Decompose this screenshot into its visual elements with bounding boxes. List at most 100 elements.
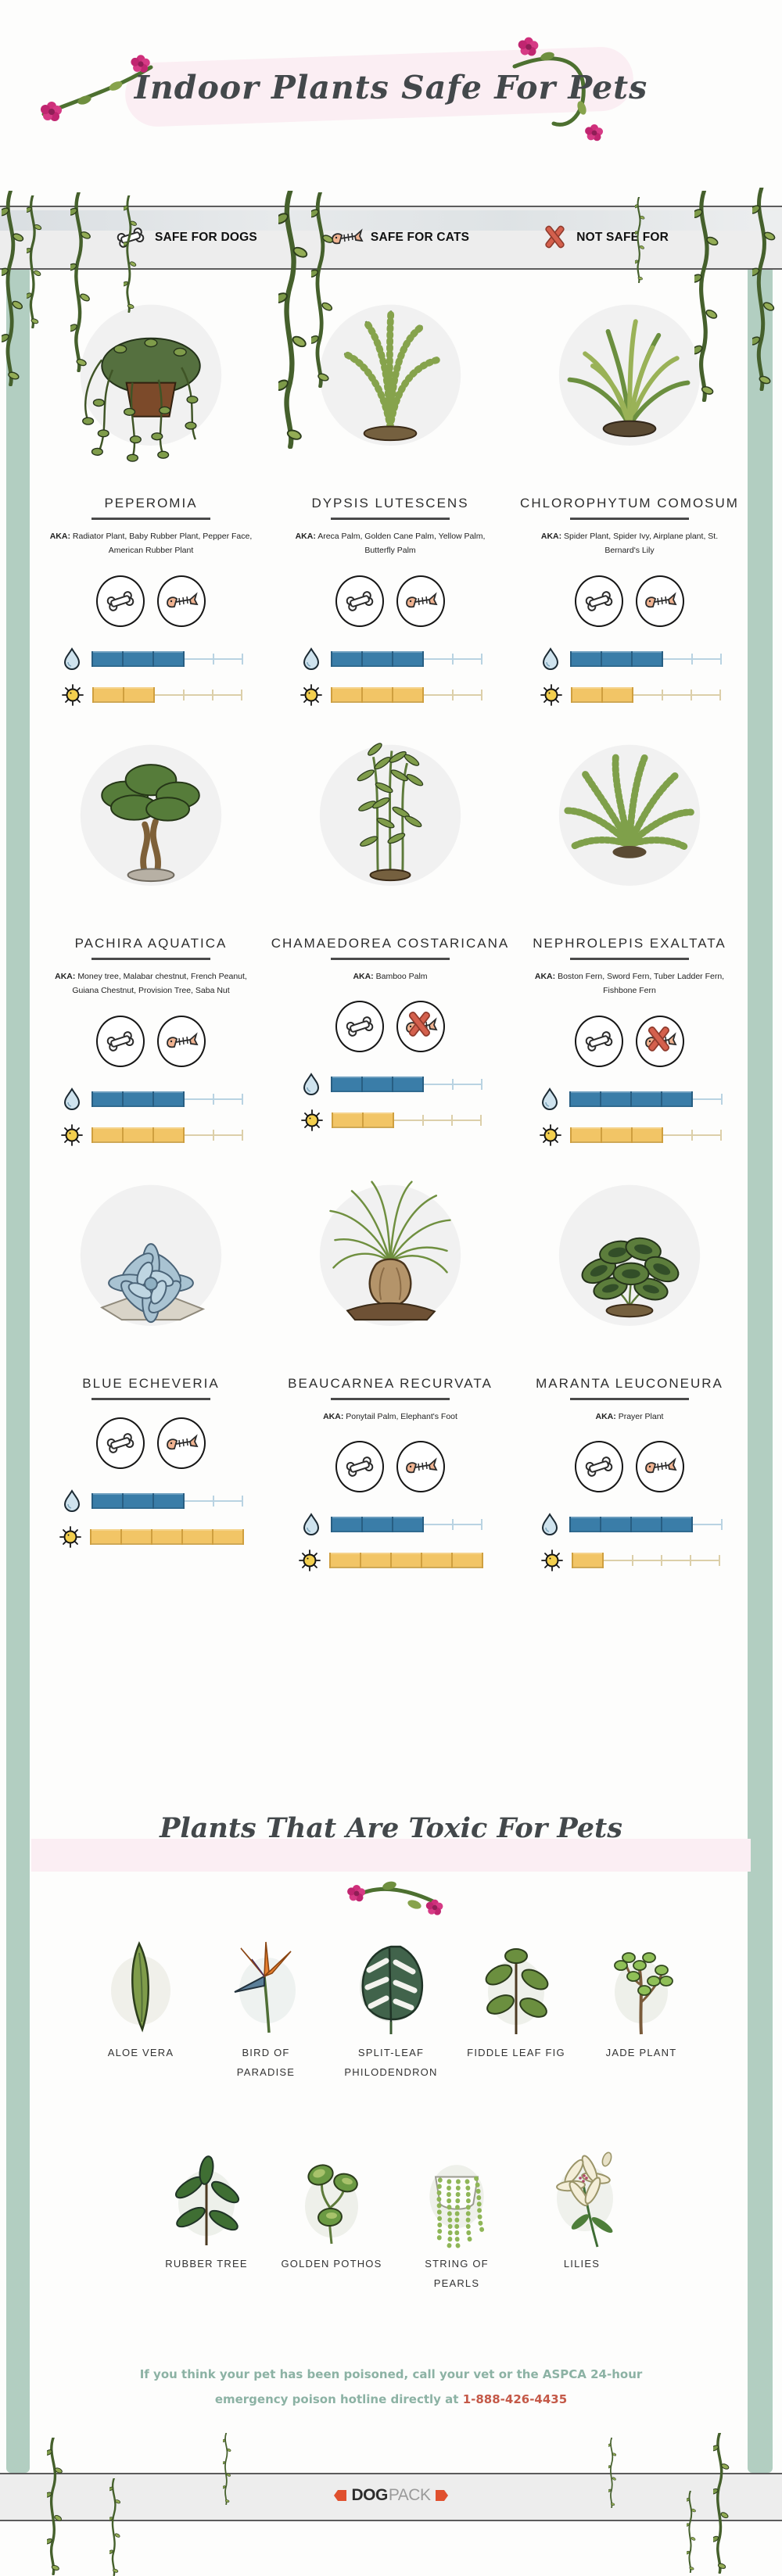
sun-rating	[539, 1123, 722, 1146]
bottom-band	[0, 2473, 782, 2521]
toxic-plant-name: FIDDLE LEAF FIG	[467, 2047, 565, 2058]
plant-card-beaucarnea-recurvata: BEAUCARNEA RECURVATA AKA: Ponytail Palm,…	[271, 1168, 510, 1571]
pet-safety-icons	[271, 1001, 510, 1053]
hotline-line-1: If you think your pet has been poisoned,…	[139, 2367, 643, 2381]
aka-label: AKA:	[49, 532, 70, 541]
plant-aka: AKA: Radiator Plant, Baby Rubber Plant, …	[45, 529, 257, 558]
toxic-plant-jade-plant: JADE PLANT	[579, 1933, 704, 2082]
water-bar	[569, 1091, 723, 1107]
vine-icon	[694, 191, 719, 402]
plant-aka: AKA: Boston Fern, Sword Fern, Tuber Ladd…	[523, 969, 736, 998]
hotline-line-2-text: emergency poison hotline directly at	[214, 2391, 459, 2406]
name-underline	[331, 518, 450, 520]
water-bar	[91, 1492, 243, 1509]
sun-icon	[539, 1123, 561, 1146]
cat-safety-badge	[157, 575, 206, 627]
lily-illustration-icon	[556, 2151, 613, 2248]
pet-safety-icons	[31, 575, 271, 627]
legend-safe-for-dogs: SAFE FOR DOGS	[113, 226, 257, 249]
sun-icon	[300, 1109, 323, 1132]
vine-icon	[2, 191, 24, 386]
pet-safety-icons	[271, 575, 510, 627]
plant-name: MARANTA LEUCONEURA	[536, 1375, 723, 1391]
plant-aka: AKA: Prayer Plant	[523, 1410, 736, 1424]
beaucarnea-illustration-icon	[319, 1180, 461, 1326]
plant-illustration	[271, 728, 510, 925]
legend-band: SAFE FOR DOGS SAFE FOR CATS NOT SAFE FOR	[0, 206, 782, 270]
toxic-plant-name: BIRD OF PARADISE	[236, 2047, 296, 2078]
toxic-plant-bird-of-paradise: BIRD OF PARADISE	[203, 1933, 328, 2082]
aka-label: AKA:	[595, 1411, 616, 1421]
bone-icon	[106, 1431, 135, 1454]
plant-aka: AKA: Money tree, Malabar chestnut, Frenc…	[45, 969, 257, 998]
dog-safety-badge	[96, 575, 145, 627]
plant-name: NEPHROLEPIS EXALTATA	[533, 935, 726, 951]
aka-label: AKA:	[540, 532, 562, 541]
aloe-vera-illustration-icon	[111, 1941, 170, 2033]
sun-icon	[59, 1525, 81, 1548]
water-drop-icon	[542, 647, 558, 670]
cat-safety-badge	[636, 575, 684, 627]
flower-vine-left-icon	[41, 55, 153, 121]
fishbone-icon	[645, 593, 676, 607]
water-rating	[539, 647, 722, 671]
sun-bar	[570, 686, 721, 703]
sun-bar	[91, 686, 242, 703]
care-bars	[271, 647, 510, 706]
pet-safety-icons	[510, 575, 749, 627]
water-rating	[60, 647, 243, 671]
sun-bar	[569, 1127, 722, 1143]
sun-icon	[60, 1123, 83, 1146]
flower-sprig-icon	[347, 1881, 443, 1915]
toxic-plant-name: ALOE VERA	[107, 2047, 174, 2058]
bone-icon	[584, 1455, 614, 1478]
sun-icon	[61, 683, 84, 706]
water-rating	[300, 1513, 482, 1536]
toxic-section-title: Plants That Are Toxic For Pets	[160, 1812, 622, 1844]
hotline-phone-number[interactable]: 1-888-426-4435	[462, 2391, 568, 2406]
sun-rating	[540, 1549, 720, 1571]
hotline-line-2: emergency poison hotline directly at 1-8…	[0, 2388, 782, 2413]
plant-illustration	[31, 288, 271, 485]
chlorophytum-illustration-icon	[558, 304, 701, 446]
legend: SAFE FOR DOGS SAFE FOR CATS NOT SAFE FOR	[0, 207, 782, 268]
string-of-pearls-illustration-icon	[429, 2165, 485, 2248]
jade-plant-illustration-icon	[614, 1952, 673, 2035]
plant-aka: AKA: Ponytail Palm, Elephant's Foot	[284, 1410, 497, 1424]
water-rating	[300, 1073, 482, 1096]
dog-safety-badge	[335, 575, 384, 627]
care-bars	[271, 1513, 510, 1571]
pet-safety-icons	[271, 1440, 510, 1492]
brand-logo: DOG PACK	[0, 2486, 782, 2505]
pet-safety-icons	[31, 1015, 271, 1067]
cat-safety-badge	[396, 1001, 445, 1053]
vine-icon	[27, 195, 42, 328]
fishbone-icon	[406, 593, 437, 607]
water-drop-icon	[303, 1513, 319, 1535]
water-drop-icon	[63, 1087, 80, 1110]
aka-names: Bamboo Palm	[375, 971, 428, 981]
plant-name: DYPSIS LUTESCENS	[311, 496, 469, 511]
aka-names: Boston Fern, Sword Fern, Tuber Ladder Fe…	[558, 971, 725, 996]
legend-dogs-label: SAFE FOR DOGS	[154, 231, 257, 244]
dypsis-illustration-icon	[319, 304, 461, 446]
water-rating	[300, 647, 482, 671]
toxic-plant-rubber-tree: RUBBER TREE	[144, 2144, 269, 2293]
water-drop-icon	[63, 647, 80, 670]
rubber-tree-illustration-icon	[174, 2155, 240, 2245]
maranta-illustration-icon	[558, 1184, 701, 1326]
sun-icon	[540, 1549, 563, 1571]
poison-hotline-notice: If you think your pet has been poisoned,…	[0, 2363, 782, 2412]
fishbone-icon	[167, 1033, 198, 1048]
sun-rating	[298, 1549, 483, 1571]
legend-safe-for-cats: SAFE FOR CATS	[329, 228, 469, 248]
water-drop-icon	[303, 647, 319, 670]
toxic-plant-aloe-vera: ALOE VERA	[78, 1933, 203, 2082]
plant-aka: AKA: Bamboo Palm	[284, 969, 497, 983]
water-drop-icon	[63, 1489, 80, 1512]
plant-card-maranta-leuconeura: MARANTA LEUCONEURA AKA: Prayer Plant	[510, 1168, 749, 1571]
water-bar	[330, 1077, 482, 1093]
plant-illustration	[510, 288, 749, 485]
water-rating	[538, 1513, 723, 1536]
